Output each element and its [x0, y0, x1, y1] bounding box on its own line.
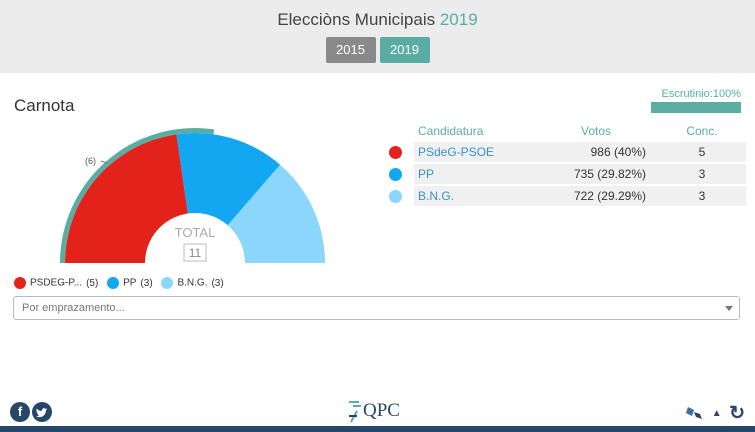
- legend-count: (5): [86, 277, 99, 289]
- seat-chart: (6) TOTAL 11: [55, 120, 335, 270]
- twitter-icon[interactable]: [32, 402, 52, 422]
- legend-count: (3): [211, 277, 224, 289]
- legend-label: PSDEG-P...: [30, 277, 83, 289]
- total-label: TOTAL: [175, 225, 216, 240]
- footer-bar: [0, 426, 755, 432]
- party-dot-icon: [389, 167, 402, 181]
- location-select-placeholder: Por emprazamento...: [22, 302, 125, 314]
- party-link[interactable]: B.N.G.: [418, 189, 455, 203]
- legend-dot-icon: [107, 277, 120, 289]
- escrutinio-progress-bar: [651, 102, 741, 113]
- seat-arc-bng: [227, 164, 325, 263]
- votes-cell: 722 (29.29%): [534, 186, 658, 206]
- seat-chart-svg: (6) TOTAL 11: [60, 128, 325, 263]
- table-header-row: Candidatura Votos Conc.: [384, 122, 746, 140]
- party-name-cell: PP: [414, 164, 534, 184]
- party-link[interactable]: PP: [418, 167, 435, 181]
- social-links: f: [10, 402, 54, 422]
- table-header-votos: Votos: [580, 124, 612, 138]
- chevron-down-icon: [725, 306, 733, 311]
- escrutinio-label: Escrutinio:100%: [661, 88, 742, 100]
- facebook-icon[interactable]: f: [10, 402, 30, 422]
- location-select[interactable]: Por emprazamento...: [13, 296, 740, 320]
- seats-cell: 3: [658, 186, 746, 206]
- party-dot-icon: [389, 145, 402, 159]
- year-button-2019[interactable]: 2019: [379, 37, 430, 63]
- party-color-cell: [384, 186, 414, 206]
- seats-cell: 5: [658, 142, 746, 162]
- qpc-logo-text: QPC: [363, 400, 400, 421]
- escrutinio-progress-fill: [651, 102, 741, 113]
- total-value: 11: [189, 246, 202, 260]
- qpc-logo-mark-icon: [349, 401, 361, 423]
- party-link[interactable]: PSdeG-PSOE: [418, 145, 495, 159]
- seat-arc-psdeg: [65, 134, 188, 263]
- page-title: Elecciòns Municipais 2019: [0, 10, 755, 30]
- table-row: PSdeG-PSOE 986 (40%) 5: [384, 142, 746, 162]
- title-year: 2019: [439, 10, 478, 29]
- map-icon[interactable]: [686, 404, 704, 423]
- table-row: B.N.G. 722 (29.29%) 3: [384, 186, 746, 206]
- legend-item-psdeg: PSDEG-P... (5): [14, 277, 98, 289]
- chevron-up-icon[interactable]: ▲: [711, 408, 722, 419]
- chart-legend: PSDEG-P... (5) PP (3) B.N.G. (3): [14, 277, 230, 289]
- seat-arc-pp: [176, 133, 281, 226]
- header: Elecciòns Municipais 2019 2015 2019: [0, 0, 755, 73]
- party-color-cell: [384, 142, 414, 162]
- table-row: PP 735 (29.82%) 3: [384, 164, 746, 184]
- table-header-dot: [384, 122, 414, 140]
- legend-count: (3): [140, 277, 153, 289]
- total-box: [183, 243, 207, 262]
- party-name-cell: PSdeG-PSOE: [414, 142, 534, 162]
- legend-dot-icon: [14, 277, 26, 289]
- escrutinio-status: Escrutinio:100%: [651, 88, 741, 113]
- year-button-2015[interactable]: 2015: [325, 37, 376, 63]
- results-table: Candidatura Votos Conc. PSdeG-PSOE 986 (…: [384, 120, 746, 208]
- refresh-icon[interactable]: ↻: [729, 403, 745, 424]
- votes-cell: 986 (40%): [534, 142, 658, 162]
- footer-tools: ▲ ↻: [686, 402, 745, 425]
- year-selector: 2015 2019: [0, 37, 755, 63]
- table-header-candidatura: Candidatura: [418, 124, 484, 138]
- previous-seats-pointer: [100, 160, 108, 164]
- legend-item-pp: PP (3): [107, 277, 153, 289]
- previous-seats-label: (6): [85, 156, 96, 166]
- legend-dot-icon: [161, 277, 174, 289]
- votes-cell: 735 (29.82%): [534, 164, 658, 184]
- party-dot-icon: [389, 189, 402, 203]
- qpc-logo: QPC: [347, 398, 417, 424]
- municipality-title: Carnota: [14, 96, 75, 115]
- party-name-cell: B.N.G.: [414, 186, 534, 206]
- legend-item-bng: B.N.G. (3): [161, 277, 224, 289]
- legend-label: PP: [123, 277, 137, 289]
- seats-cell: 3: [658, 164, 746, 184]
- party-color-cell: [384, 164, 414, 184]
- title-text: Elecciòns Municipais: [277, 10, 436, 29]
- table-header-conc: Conc.: [686, 124, 718, 138]
- legend-label: B.N.G.: [177, 277, 208, 289]
